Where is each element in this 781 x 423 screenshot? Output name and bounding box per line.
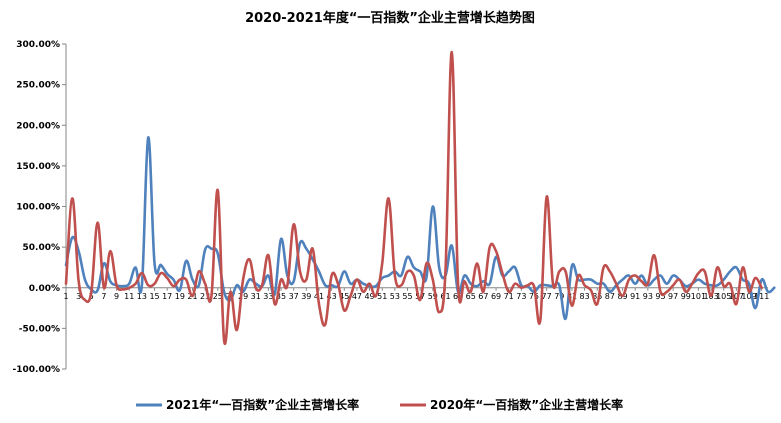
x-tick-label: 33 xyxy=(263,292,273,301)
x-tick-label: 79 xyxy=(554,292,564,301)
x-tick-label: 101 xyxy=(691,292,706,301)
x-tick-label: 45 xyxy=(339,292,349,301)
x-tick-label: 83 xyxy=(580,292,590,301)
x-tick-label: 73 xyxy=(516,292,526,301)
x-tick-label: 19 xyxy=(175,292,185,301)
x-tick-label: 111 xyxy=(754,292,769,301)
y-tick-label: 200.00% xyxy=(16,121,60,131)
x-tick-label: 31 xyxy=(251,292,261,301)
y-tick-label: 150.00% xyxy=(16,162,60,172)
x-tick-label: 65 xyxy=(466,292,476,301)
x-tick-label: 85 xyxy=(592,292,602,301)
x-tick-label: 11 xyxy=(124,292,134,301)
x-tick-label: 61 xyxy=(440,292,450,301)
y-tick-label: 250.00% xyxy=(16,81,60,91)
x-tick-label: 35 xyxy=(276,292,286,301)
x-tick-label: 47 xyxy=(352,292,362,301)
x-tick-label: 107 xyxy=(729,292,744,301)
y-tick-label: -50.00% xyxy=(19,324,60,334)
x-tick-label: 9 xyxy=(114,292,119,301)
x-tick-label: 97 xyxy=(668,292,678,301)
x-tick-label: 29 xyxy=(238,292,248,301)
x-tick-label: 59 xyxy=(428,292,438,301)
x-tick-label: 95 xyxy=(655,292,665,301)
y-tick-label: -100.00% xyxy=(13,365,60,375)
x-tick-label: 55 xyxy=(402,292,412,301)
series-layer xyxy=(64,50,776,345)
legend-label-2020: 2020年“一百指数”企业主营增长率 xyxy=(430,397,623,412)
x-tick-label: 1 xyxy=(63,292,68,301)
x-tick-label: 3 xyxy=(76,292,81,301)
y-tick-label: 50.00% xyxy=(23,243,61,253)
x-tick-label: 69 xyxy=(491,292,501,301)
x-tick-label: 25 xyxy=(213,292,223,301)
x-tick-label: 109 xyxy=(741,292,756,301)
x-tick-label: 49 xyxy=(364,292,374,301)
x-tick-label: 77 xyxy=(542,292,552,301)
series-line-2021 xyxy=(64,136,776,320)
x-tick-label: 17 xyxy=(162,292,172,301)
x-tick-label: 13 xyxy=(137,292,147,301)
x-tick-label: 23 xyxy=(200,292,210,301)
x-tick-label: 15 xyxy=(149,292,159,301)
chart-title: 2020-2021年度“一百指数”企业主营增长趋势图 xyxy=(245,10,535,26)
x-tick-label: 71 xyxy=(504,292,514,301)
series-line-2020 xyxy=(64,50,763,345)
x-tick-label: 53 xyxy=(390,292,400,301)
x-tick-label: 81 xyxy=(567,292,577,301)
x-tick-label: 99 xyxy=(681,292,691,301)
y-tick-label: 100.00% xyxy=(16,203,60,213)
y-tick-label: 300.00% xyxy=(16,40,60,50)
legend: 2021年“一百指数”企业主营增长率 2020年“一百指数”企业主营增长率 xyxy=(136,397,623,412)
x-tick-label: 93 xyxy=(643,292,653,301)
x-tick-label: 7 xyxy=(101,292,106,301)
x-tick-label: 67 xyxy=(478,292,488,301)
x-tick-label: 91 xyxy=(630,292,640,301)
y-tick-label: 0.00% xyxy=(29,284,60,294)
x-tick-label: 37 xyxy=(289,292,299,301)
x-tick-label: 51 xyxy=(377,292,387,301)
x-tick-label: 75 xyxy=(529,292,539,301)
x-tick-label: 39 xyxy=(301,292,311,301)
x-tick-label: 87 xyxy=(605,292,615,301)
x-tick-label: 105 xyxy=(716,292,731,301)
x-tick-label: 43 xyxy=(327,292,337,301)
legend-label-2021: 2021年“一百指数”企业主营增长率 xyxy=(166,397,359,412)
